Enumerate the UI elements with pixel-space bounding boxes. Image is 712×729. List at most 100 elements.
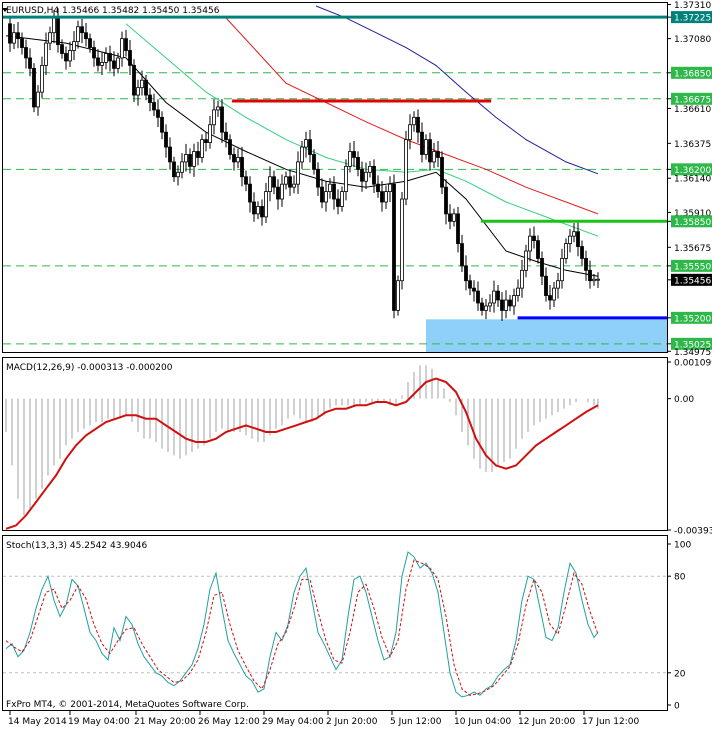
price-label: 1.35675 xyxy=(674,244,711,254)
candle-body xyxy=(328,183,332,193)
candle-body xyxy=(524,250,528,271)
price-label: 1.34975 xyxy=(674,348,711,358)
candle-body xyxy=(180,161,184,173)
macd-signal-path xyxy=(5,377,599,530)
candle-body xyxy=(20,38,24,48)
candle-body xyxy=(348,151,352,167)
candle-body xyxy=(52,17,56,34)
candle-body xyxy=(128,50,132,66)
candle-body xyxy=(248,183,252,203)
candle-body xyxy=(44,42,48,66)
candle-body xyxy=(136,87,140,96)
price-label-bg xyxy=(671,259,712,272)
candle-body xyxy=(380,191,384,203)
candle-body xyxy=(120,38,124,59)
candle-body xyxy=(412,116,416,126)
candle-body xyxy=(268,176,272,193)
candle-body xyxy=(452,213,456,222)
candle-body xyxy=(544,275,548,296)
candle-body xyxy=(116,57,120,69)
price-label-bg xyxy=(671,11,712,24)
candle-body xyxy=(288,176,292,188)
macd-pane[interactable]: 0.001099 0.00 -0.003937 MACD(12,26,9) -0.0… xyxy=(2,357,712,537)
candle-body xyxy=(332,183,336,200)
stoch-pane[interactable]: 100 80 20 0 Stoch(13,3,3) 45.2542 43.9046 F… xyxy=(2,535,692,712)
zone-rect xyxy=(425,319,667,352)
candle-body xyxy=(340,191,344,207)
candle-body xyxy=(12,32,16,44)
candle-body xyxy=(508,299,512,307)
candle-body xyxy=(420,131,424,155)
candle-body xyxy=(224,131,228,141)
macd-signal-line xyxy=(5,377,599,530)
candle-body xyxy=(168,146,172,163)
support-zone xyxy=(425,319,667,352)
candle-body xyxy=(76,26,80,43)
candle-body xyxy=(196,151,200,158)
candle-body xyxy=(440,157,444,188)
candle-body xyxy=(436,151,440,158)
macd-axis: 0.001099 0.00 -0.003937 xyxy=(667,359,712,537)
candle-body xyxy=(124,38,128,51)
candle-body xyxy=(428,139,432,163)
candle-body xyxy=(164,131,168,148)
stoch-label: 0 xyxy=(674,702,680,712)
candle-body xyxy=(576,231,580,247)
stoch-label: 20 xyxy=(674,669,686,679)
candle-body xyxy=(264,191,268,218)
candle-body xyxy=(132,64,136,96)
time-axis: 14 May 2014 19 May 04:00 21 May 20:00 26 Ma… xyxy=(8,711,639,727)
candle-body xyxy=(176,171,180,178)
time-label: 10 Jun 04:00 xyxy=(454,717,511,727)
candle-body xyxy=(388,183,392,193)
candle-body xyxy=(244,176,248,185)
candle-body xyxy=(404,139,408,200)
candle-body xyxy=(220,106,224,133)
symbol-dropdown-icon[interactable] xyxy=(2,8,8,12)
candle-body xyxy=(32,67,36,108)
candle-body xyxy=(64,53,68,62)
candle-body xyxy=(40,64,44,93)
candle-body xyxy=(296,161,300,185)
macd-histogram xyxy=(5,365,599,516)
candle-body xyxy=(48,32,52,44)
time-label: 19 May 04:00 xyxy=(68,717,130,727)
time-label: 26 May 12:00 xyxy=(198,717,260,727)
candle-body xyxy=(476,290,480,304)
candle-body xyxy=(148,94,152,103)
stoch-label: 100 xyxy=(674,541,691,551)
candle-body xyxy=(16,32,20,40)
candle-body xyxy=(88,38,92,48)
price-label: 1.36140 xyxy=(674,175,711,185)
candle-body xyxy=(540,258,544,277)
price-label: 1.36610 xyxy=(674,105,711,115)
candle-body xyxy=(208,124,212,144)
ma-blue-line xyxy=(315,5,599,175)
candle-body xyxy=(204,139,208,144)
candle-body xyxy=(392,183,396,311)
price-label: 1.37310 xyxy=(674,1,711,11)
candle-body xyxy=(484,305,488,311)
candle-body xyxy=(580,246,584,259)
time-label: 17 Jun 12:00 xyxy=(582,717,639,727)
price-pane[interactable]: 1.37310 1.37225 1.37080 1.36850 1.366751.366… xyxy=(2,1,712,358)
copyright: FxPro MT4, © 2001-2014, MetaQuotes Softw… xyxy=(6,700,249,710)
time-label: 12 Jun 20:00 xyxy=(518,717,575,727)
candle-body xyxy=(188,154,192,167)
candle-body xyxy=(488,302,492,307)
price-label: 1.37080 xyxy=(674,35,711,45)
horizontal-levels[interactable] xyxy=(3,15,667,320)
candle-body xyxy=(316,168,320,188)
candle-body xyxy=(496,290,500,301)
candle-body xyxy=(364,171,368,182)
candle-body xyxy=(444,186,448,215)
candle-body xyxy=(556,280,560,289)
candle-body xyxy=(232,154,236,163)
candle-body xyxy=(36,91,40,108)
candle-body xyxy=(56,17,60,45)
time-label: 14 May 2014 xyxy=(8,717,67,727)
candle-body xyxy=(588,269,592,282)
price-label: 1.37225 xyxy=(674,14,711,24)
candle-body xyxy=(84,32,88,40)
